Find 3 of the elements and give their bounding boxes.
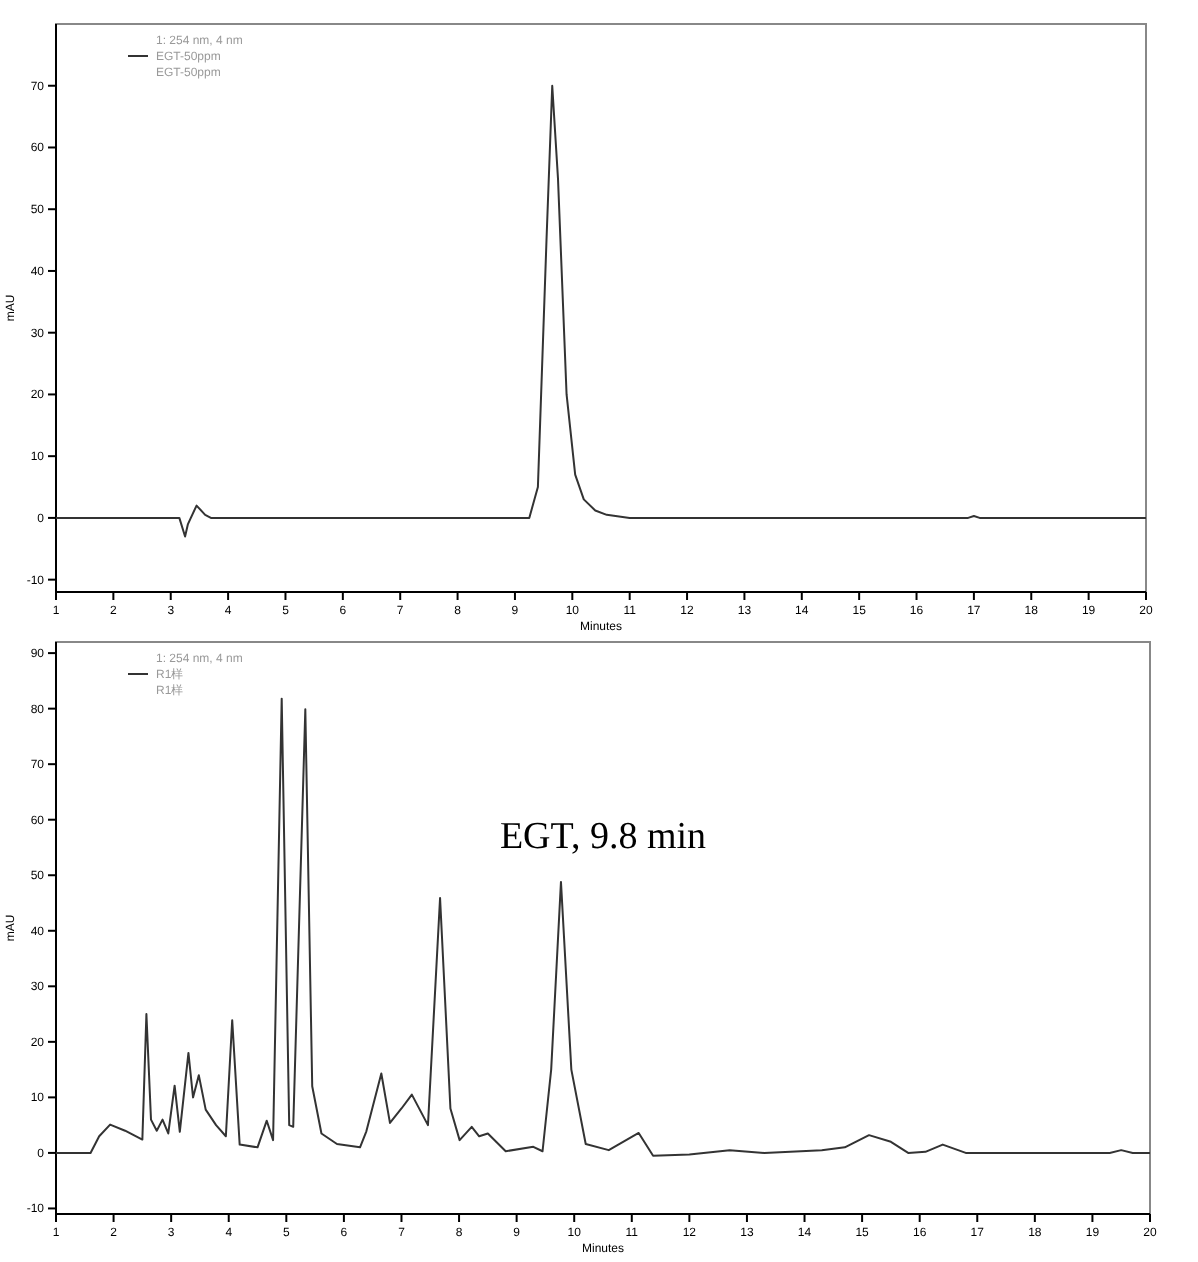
annotation: EGT, 9.8 min <box>499 815 708 858</box>
line-series <box>56 697 1150 1157</box>
line-series <box>56 84 1146 538</box>
